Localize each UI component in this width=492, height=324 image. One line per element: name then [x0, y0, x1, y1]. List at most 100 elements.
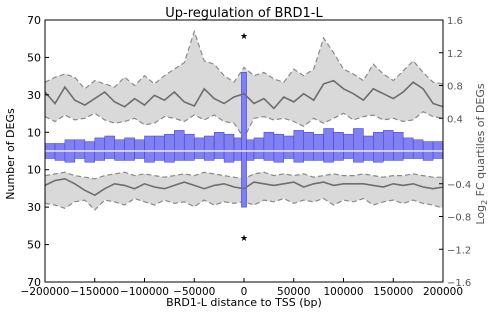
bar-up: [44, 143, 56, 152]
bar-down: [343, 150, 354, 159]
bar-up: [323, 128, 334, 152]
right-axis-label-subscript: 2: [480, 200, 489, 205]
bar-down: [84, 150, 95, 163]
x-tick-label: 50000: [277, 286, 310, 298]
bar-down: [253, 150, 265, 159]
bar-down: [184, 150, 195, 161]
bar-up: [353, 128, 364, 152]
bar-down: [402, 150, 414, 159]
bar-up: [273, 133, 285, 152]
bar-up: [422, 141, 434, 152]
bar-down: [393, 150, 404, 161]
bar-down: [203, 150, 215, 161]
bar-down: [94, 150, 105, 161]
bar-down: [313, 150, 324, 161]
right-tick-label: 0.8: [447, 82, 463, 93]
bar-up: [313, 133, 324, 152]
plot-area: ★ ★ 70 50 30 10 10 30 50 70 1.6 1.2 0.8 0.4 −0.4 −0.8 −1…: [21, 14, 472, 298]
bar-down: [422, 150, 434, 161]
bar-down: [154, 150, 165, 161]
bar-down: [164, 150, 175, 163]
bar-down: [194, 150, 205, 159]
bar-down: [383, 150, 394, 161]
bar-up: [64, 139, 76, 152]
left-tick-label: 50: [27, 239, 41, 252]
bar-up: [94, 137, 105, 152]
bar-up: [213, 132, 225, 152]
chart-title: Up-regulation of BRD1-L: [165, 6, 323, 21]
bar-down: [104, 150, 115, 159]
x-tick-label: 0: [241, 286, 248, 298]
bar-up: [263, 132, 275, 152]
bar-up: [383, 130, 394, 152]
x-axis-label: BRD1-L distance to TSS (bp): [166, 296, 322, 309]
bar-up: [144, 135, 155, 152]
right-tick-label: −1.2: [447, 245, 471, 256]
bar-down: [373, 150, 384, 163]
significance-star: ★: [240, 32, 248, 42]
bar-up: [373, 132, 384, 152]
bar-down: [74, 150, 86, 159]
bar-down: [283, 150, 295, 159]
bar-up: [104, 135, 115, 152]
right-axis-label: Log2 FC quartiles of DEGs: [474, 83, 489, 224]
right-tick-label: 1.6: [447, 16, 463, 27]
bar-up: [174, 130, 185, 152]
bar-up: [194, 137, 205, 152]
x-tick-label: −50000: [173, 286, 215, 298]
right-tick-label: −0.4: [447, 180, 471, 191]
right-tick-label: −1.6: [447, 278, 471, 289]
bar-up: [293, 130, 304, 152]
right-tick-label: 0.4: [447, 114, 463, 125]
bar-down: [144, 150, 155, 163]
bar-up: [54, 143, 66, 152]
left-axis-label: Number of DEGs: [4, 108, 17, 200]
bar-down: [273, 150, 285, 163]
bar-down: [223, 150, 235, 163]
bar-up: [343, 133, 354, 152]
bar-down: [174, 150, 185, 161]
bar-up: [412, 139, 424, 152]
left-tick-label: 30: [27, 89, 41, 102]
significance-star: ★: [240, 234, 248, 244]
bar-up: [184, 133, 195, 152]
tss-bar-down: [241, 150, 247, 208]
bar-down: [323, 150, 334, 163]
bar-up: [154, 135, 165, 152]
bar-up: [402, 137, 414, 152]
bar-down: [64, 150, 76, 163]
left-tick-label: 30: [27, 201, 41, 214]
bar-down: [54, 150, 66, 161]
bar-up: [303, 132, 314, 152]
bar-down: [303, 150, 314, 161]
bar-down: [114, 150, 125, 161]
bar-up: [333, 132, 344, 152]
x-tick-label: −200000: [21, 286, 70, 298]
bar-up: [363, 135, 374, 152]
x-tick-label: −150000: [70, 286, 119, 298]
bar-down: [363, 150, 374, 161]
lower-median-line: [44, 177, 444, 197]
left-tick-label: 10: [27, 126, 41, 139]
x-tick-label: 150000: [373, 286, 413, 298]
upper-q3-dashed-line: [44, 29, 444, 90]
bar-up: [432, 141, 444, 152]
bar-up: [74, 139, 86, 152]
right-tick-label: −0.8: [447, 213, 471, 224]
x-tick-label: 100000: [323, 286, 363, 298]
right-axis-label-prefix: Log: [474, 205, 487, 225]
bar-down: [432, 150, 444, 159]
bar-down: [213, 150, 225, 159]
left-tick-label: 70: [27, 14, 41, 27]
right-tick-label: 1.2: [447, 49, 463, 60]
bar-down: [134, 150, 145, 159]
right-axis-label-suffix: FC quartiles of DEGs: [474, 83, 487, 200]
bar-down: [293, 150, 304, 163]
bar-down: [124, 150, 135, 161]
bar-up: [84, 141, 95, 152]
bar-up: [114, 139, 125, 152]
bar-down: [263, 150, 275, 161]
left-tick-label: 10: [27, 164, 41, 177]
